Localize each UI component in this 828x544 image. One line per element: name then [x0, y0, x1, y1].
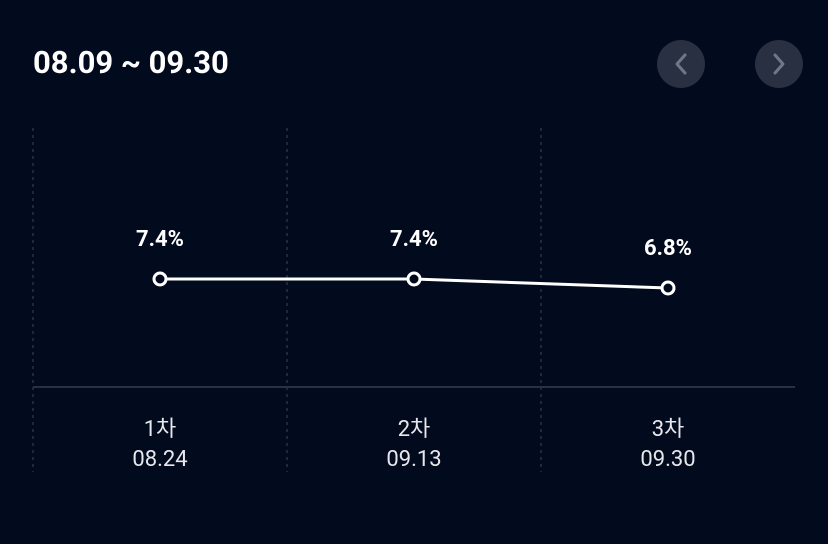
round-label: 2차 — [398, 417, 431, 442]
data-point — [406, 271, 422, 287]
round-date: 08.24 — [132, 447, 187, 472]
date-range-title: 08.09 ~ 09.30 — [33, 44, 229, 81]
prev-chevron[interactable] — [675, 53, 687, 75]
value-label: 6.8% — [644, 236, 692, 261]
next-chevron[interactable] — [773, 53, 785, 75]
value-label: 7.4% — [136, 227, 184, 252]
round-date: 09.30 — [640, 447, 695, 472]
next-button[interactable] — [755, 40, 803, 88]
data-point — [152, 271, 168, 287]
prev-button[interactable] — [657, 40, 705, 88]
data-point — [660, 280, 676, 296]
round-label: 1차 — [144, 417, 177, 442]
round-label: 3차 — [652, 417, 685, 442]
round-date: 09.13 — [386, 447, 441, 472]
next-button-bg[interactable] — [755, 40, 803, 88]
value-label: 7.4% — [390, 227, 438, 252]
prev-button-bg[interactable] — [657, 40, 705, 88]
